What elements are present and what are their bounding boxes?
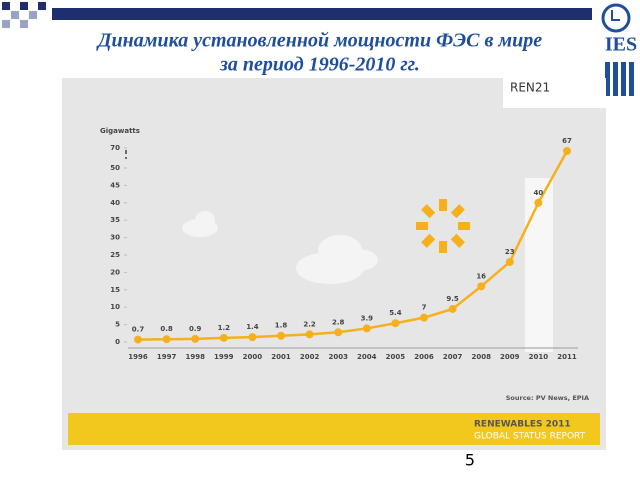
y-tick-label: 50 <box>110 164 120 172</box>
y-tick-label: 35 <box>110 216 120 224</box>
y-axis-label: Gigawatts <box>100 127 140 135</box>
report-band <box>68 413 600 445</box>
point <box>477 282 486 291</box>
value-label: 3.9 <box>361 314 374 322</box>
x-tick-label: 2006 <box>414 353 434 361</box>
point <box>448 304 457 313</box>
x-tick-label: 1997 <box>157 353 177 361</box>
point <box>362 324 371 333</box>
series-line <box>137 150 569 341</box>
point <box>248 333 257 342</box>
point <box>563 147 571 155</box>
x-tick-label: 2009 <box>500 353 520 361</box>
point <box>219 333 228 342</box>
x-tick-label: 2002 <box>300 353 320 361</box>
point <box>162 335 171 344</box>
value-label: 1.2 <box>218 324 231 332</box>
value-label: 9.5 <box>446 295 459 303</box>
title-line: за период 1996-2010 гг. <box>219 54 420 76</box>
value-label: 40 <box>534 189 544 197</box>
point <box>191 334 200 343</box>
point <box>334 328 343 337</box>
cloud <box>182 211 378 284</box>
ies-logo: IES <box>601 3 637 96</box>
report-title: RENEWABLES 2011 <box>474 420 571 430</box>
value-label: 5.4 <box>389 309 402 317</box>
y-tick-label: 70 <box>110 144 120 152</box>
value-label: 23 <box>505 248 515 256</box>
title-line: Динамика установленной мощности ФЭС в ми… <box>96 30 542 52</box>
y-tick-label: 25 <box>110 251 120 259</box>
point <box>134 335 142 344</box>
plot: 0 5 10 15 20 25 30 35 40 45 50 70 1996 1997 1998 1999 20… <box>110 137 577 361</box>
x-tick-label: 2000 <box>243 353 263 361</box>
x-tick-label: 2003 <box>328 353 348 361</box>
point <box>534 198 543 207</box>
value-label: 7 <box>422 304 427 312</box>
point <box>277 331 285 340</box>
point <box>420 313 428 322</box>
x-tick-label: 2004 <box>357 353 377 361</box>
y-tick-label: 20 <box>110 268 120 276</box>
x-tick-label: 2011 <box>557 353 577 361</box>
x-tick-label: 2005 <box>386 353 406 361</box>
x-tick-label: 1999 <box>214 353 234 361</box>
x-tick-label: 1998 <box>185 353 205 361</box>
point <box>391 319 400 328</box>
logo-text: IES <box>605 34 637 56</box>
y-tick-label: 0 <box>115 338 120 346</box>
y-tick-label: 10 <box>110 303 120 311</box>
page-number: 5 <box>465 451 475 470</box>
x-tick-label: 1996 <box>128 353 148 361</box>
value-label: 0.7 <box>132 326 145 334</box>
sun <box>416 199 470 253</box>
value-label: 67 <box>562 137 572 145</box>
source: Source: PV News, EPIA <box>506 394 589 402</box>
value-label: 2.2 <box>303 320 316 328</box>
brand: REN21 <box>510 81 550 95</box>
value-label: 2.8 <box>332 318 345 326</box>
value-label: 0.9 <box>189 325 202 333</box>
y-tick-label: 15 <box>110 286 120 294</box>
point <box>505 257 514 266</box>
y-tick-label: 45 <box>110 181 120 189</box>
value-label: 0.8 <box>160 325 173 333</box>
highlight-column <box>525 178 553 352</box>
brand-box <box>503 78 606 108</box>
y-tick-label: 5 <box>115 321 120 329</box>
top-bar <box>52 8 592 20</box>
x-tick-label: 2008 <box>471 353 491 361</box>
x-tick-label: 2010 <box>529 353 549 361</box>
x-tick-label: 2001 <box>271 353 291 361</box>
value-label: 1.8 <box>275 322 288 330</box>
y-tick-label: 30 <box>110 234 120 242</box>
corner-squares <box>2 2 46 28</box>
value-label: 1.4 <box>246 323 259 331</box>
value-label: 16 <box>476 272 486 280</box>
point <box>305 330 314 339</box>
y-tick-label: 40 <box>110 199 120 207</box>
report-subtitle: GLOBAL STATUS REPORT <box>474 432 586 442</box>
x-tick-label: 2007 <box>443 353 463 361</box>
